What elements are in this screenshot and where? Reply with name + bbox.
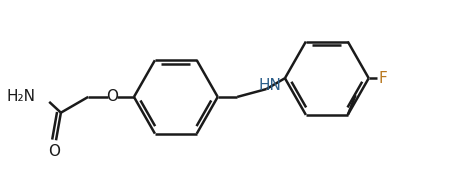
Text: F: F xyxy=(379,71,387,86)
Text: O: O xyxy=(106,89,119,105)
Text: O: O xyxy=(48,144,60,159)
Text: H₂N: H₂N xyxy=(7,89,35,105)
Text: HN: HN xyxy=(259,78,282,93)
